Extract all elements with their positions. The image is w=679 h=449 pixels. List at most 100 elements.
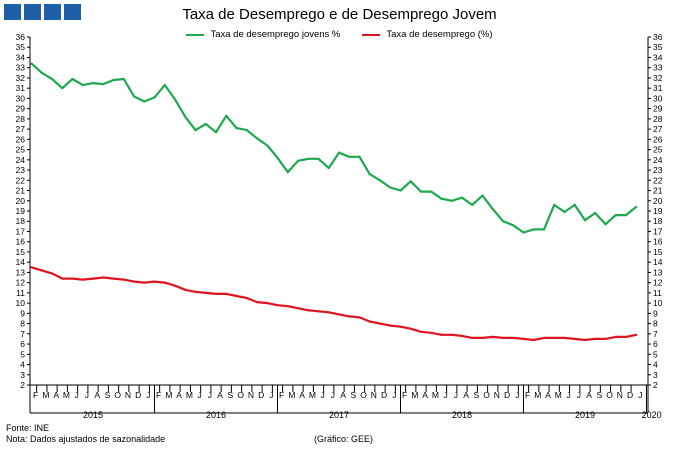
data-point-total <box>184 288 187 291</box>
y-tick-label-left: 17 <box>16 226 26 236</box>
x-month-label: M <box>534 390 541 400</box>
y-tick-label-right: 15 <box>653 247 663 257</box>
data-point-youth <box>532 228 535 231</box>
y-tick-label-left: 11 <box>16 288 25 298</box>
year-label: 2016 <box>206 410 226 420</box>
chart-notes: Fonte: INE Nota: Dados ajustados de sazo… <box>6 423 165 445</box>
data-point-total <box>50 272 54 275</box>
data-point-total <box>235 294 238 298</box>
data-point-youth <box>143 100 146 103</box>
logo-square <box>4 4 21 20</box>
y-tick-label-right: 14 <box>653 257 663 267</box>
x-month-label: S <box>105 390 111 400</box>
x-month-label: M <box>411 390 418 400</box>
x-month-label: M <box>63 390 70 400</box>
logo-square <box>64 4 81 20</box>
data-point-total <box>501 336 505 340</box>
data-point-youth <box>522 231 525 234</box>
data-point-youth <box>553 203 556 206</box>
x-month-label: S <box>351 390 357 400</box>
x-month-label: A <box>176 390 182 400</box>
x-month-label: O <box>237 390 244 400</box>
data-point-total <box>266 302 269 305</box>
x-month-label: N <box>248 390 254 400</box>
year-label: 2018 <box>452 410 472 420</box>
data-point-youth <box>276 156 279 159</box>
data-point-total <box>40 269 43 272</box>
data-point-total <box>132 280 136 283</box>
data-point-total <box>440 333 443 336</box>
data-point-youth <box>132 95 136 98</box>
data-point-youth <box>296 159 300 162</box>
y-tick-label-right: 6 <box>653 339 658 349</box>
x-month-label: O <box>114 390 121 400</box>
x-month-label: F <box>279 390 284 400</box>
y-tick-label-right: 5 <box>653 349 658 359</box>
data-point-youth <box>501 220 505 223</box>
y-tick-label-left: 21 <box>16 186 26 196</box>
data-point-total <box>122 278 125 281</box>
data-point-total <box>614 335 617 338</box>
data-point-total <box>409 327 412 330</box>
legend-swatch-total <box>362 33 381 36</box>
y-tick-label-left: 22 <box>16 175 26 185</box>
data-point-youth <box>450 199 453 202</box>
data-point-youth <box>624 213 628 217</box>
data-point-total <box>307 309 310 312</box>
y-tick-label-right: 4 <box>653 360 658 370</box>
data-point-total <box>594 337 597 341</box>
y-tick-label-left: 20 <box>16 196 26 206</box>
data-point-total <box>194 290 197 293</box>
y-tick-label-right: 3 <box>653 370 658 380</box>
data-point-youth <box>563 210 566 214</box>
x-month-label: D <box>381 390 387 400</box>
y-tick-label-left: 4 <box>20 360 25 370</box>
data-point-youth <box>583 219 587 222</box>
data-point-youth <box>61 87 64 90</box>
y-tick-label-right: 25 <box>653 145 663 155</box>
data-point-total <box>163 281 166 284</box>
x-month-label: J <box>454 390 458 400</box>
x-month-label: D <box>258 390 264 400</box>
x-month-label: S <box>597 390 603 400</box>
data-point-total <box>81 278 84 281</box>
y-tick-label-right: 29 <box>653 104 663 114</box>
y-tick-label-right: 7 <box>653 329 658 339</box>
y-tick-label-right: 22 <box>653 175 663 185</box>
data-point-total <box>491 335 494 338</box>
x-month-label: M <box>165 390 172 400</box>
data-point-youth <box>604 223 607 226</box>
data-point-total <box>286 305 289 308</box>
data-point-youth <box>307 157 310 160</box>
x-month-label: M <box>42 390 49 400</box>
adjustment-note: Nota: Dados ajustados de sazonalidade <box>6 434 166 444</box>
x-month-label: J <box>566 390 570 400</box>
data-point-total <box>358 316 361 319</box>
y-tick-label-left: 6 <box>20 339 25 349</box>
data-point-youth <box>440 197 443 200</box>
data-point-total <box>368 320 371 323</box>
data-point-youth <box>614 213 617 217</box>
data-point-total <box>573 337 576 341</box>
x-month-label: N <box>617 390 623 400</box>
data-point-youth <box>460 196 464 199</box>
data-point-youth <box>184 115 187 118</box>
data-point-total <box>604 337 607 341</box>
data-point-total <box>337 313 341 316</box>
x-month-label: D <box>504 390 510 400</box>
data-point-total <box>296 307 300 310</box>
y-tick-label-left: 5 <box>20 349 25 359</box>
legend-label-total: Taxa de desemprego (%) <box>386 29 493 40</box>
year-label: 2019 <box>575 410 595 420</box>
data-point-total <box>30 266 33 269</box>
x-month-label: N <box>125 390 131 400</box>
y-tick-label-right: 20 <box>653 196 663 206</box>
legend-swatch-youth <box>186 33 205 36</box>
x-month-label: J <box>443 390 447 400</box>
x-month-label: J <box>75 390 79 400</box>
data-point-youth <box>430 190 433 193</box>
data-point-youth <box>81 84 84 87</box>
data-point-total <box>532 338 535 342</box>
data-point-total <box>61 277 64 280</box>
x-month-label: O <box>360 390 367 400</box>
